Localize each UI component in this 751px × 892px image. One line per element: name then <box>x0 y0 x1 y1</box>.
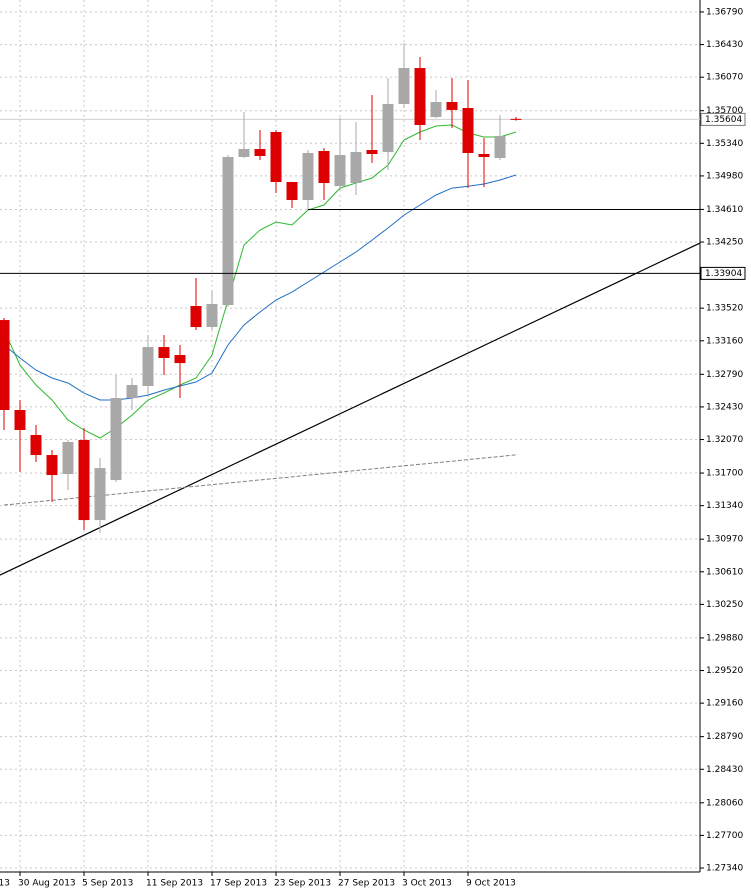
y-tick-label: 1.31340 <box>706 501 743 511</box>
candle-body <box>286 181 298 201</box>
candle-body <box>30 435 42 456</box>
y-tick-label: 1.29160 <box>706 699 743 709</box>
y-tick-label: 1.34250 <box>706 238 743 248</box>
candle-body <box>398 68 410 104</box>
y-tick-label: 1.28790 <box>706 732 743 742</box>
y-tick-label: 1.29880 <box>706 633 743 643</box>
y-tick-label: 1.30250 <box>706 600 743 610</box>
candle-body <box>158 347 170 359</box>
trendline <box>0 242 701 576</box>
x-tick-label: 3 Oct 2013 <box>402 879 452 889</box>
y-tick-label: 1.33160 <box>706 336 743 346</box>
candle-body <box>302 153 314 201</box>
y-tick-label: 1.31700 <box>706 469 743 479</box>
y-tick-label: 1.32430 <box>706 402 743 412</box>
candle-body <box>190 306 202 328</box>
x-tick-label: 23 Sep 2013 <box>274 879 331 889</box>
price-box <box>700 266 746 280</box>
y-tick-label: 1.28060 <box>706 798 743 808</box>
candle-body <box>222 156 234 306</box>
candle-body <box>494 135 506 158</box>
ma-line <box>3 124 517 439</box>
candle-body <box>334 154 346 187</box>
candle-body <box>126 384 138 399</box>
y-tick-label: 1.29520 <box>706 666 743 676</box>
y-tick-label: 1.32790 <box>706 370 743 380</box>
candle-body <box>318 151 330 183</box>
candle-body <box>510 118 522 120</box>
y-tick-label: 1.28430 <box>706 765 743 775</box>
candle-body <box>0 320 10 411</box>
candle-body <box>110 398 122 481</box>
candle-body <box>446 102 458 110</box>
candle-body <box>430 102 442 118</box>
price-label: 1.33904 <box>705 269 742 279</box>
y-tick-label: 1.32070 <box>706 435 743 445</box>
y-tick-label: 1.30970 <box>706 535 743 545</box>
x-tick-label: 17 Sep 2013 <box>210 879 267 889</box>
candle-body <box>414 68 426 126</box>
ma-line <box>3 174 517 401</box>
price-box <box>700 112 746 126</box>
y-tick-label: 1.34610 <box>706 205 743 215</box>
candle-body <box>238 149 250 157</box>
x-tick-label: 30 Aug 2013 <box>18 879 76 889</box>
y-tick-label: 1.36790 <box>706 7 743 17</box>
current-price-label: 1.35604 <box>705 115 742 125</box>
candle-body <box>462 107 474 154</box>
y-tick-label: 1.36070 <box>706 73 743 83</box>
x-tick-label: 11 Sep 2013 <box>146 879 203 889</box>
candle-body <box>94 468 106 521</box>
candle-body <box>206 304 218 328</box>
candle-body <box>174 355 186 364</box>
candle-body <box>270 131 282 182</box>
y-tick-label: 1.36430 <box>706 40 743 50</box>
candle-body <box>382 103 394 153</box>
candle-body <box>78 439 90 521</box>
candle-body <box>62 441 74 475</box>
candle-body <box>350 152 362 183</box>
candle-body <box>478 153 490 157</box>
y-tick-label: 1.33520 <box>706 304 743 314</box>
candle-body <box>254 149 266 156</box>
x-tick-label: 27 Sep 2013 <box>338 879 395 889</box>
y-tick-label: 1.34980 <box>706 171 743 181</box>
y-tick-label: 1.27700 <box>706 831 743 841</box>
x-tick-label: 5 Sep 2013 <box>82 879 133 889</box>
x-tick-label: 13 <box>0 879 10 889</box>
y-tick-label: 1.35700 <box>706 106 743 116</box>
y-tick-label: 1.27340 <box>706 864 743 874</box>
candle-body <box>46 455 58 476</box>
y-tick-label: 1.30610 <box>706 567 743 577</box>
x-tick-label: 9 Oct 2013 <box>466 879 516 889</box>
y-tick-label: 1.35340 <box>706 139 743 149</box>
candle-body <box>14 410 26 431</box>
candle-body <box>142 347 154 386</box>
candle-body <box>366 150 378 154</box>
